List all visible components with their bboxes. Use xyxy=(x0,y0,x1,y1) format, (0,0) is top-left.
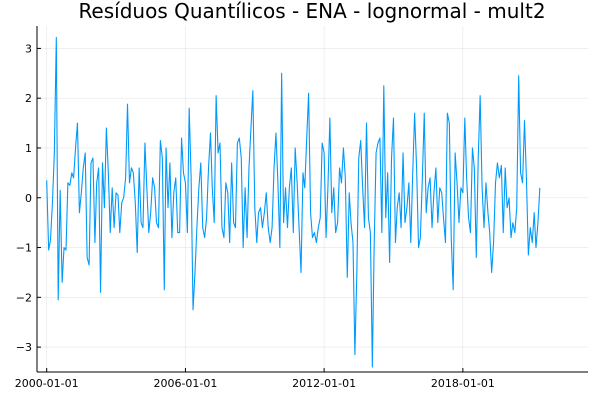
grid xyxy=(37,26,588,372)
axes xyxy=(36,26,588,373)
y-ticks: 3 2 1 0 −1 −2 −3 xyxy=(16,42,41,354)
y-tick-label: −3 xyxy=(16,341,32,354)
chart-title: Resíduos Quantílicos - ENA - lognormal -… xyxy=(78,0,545,23)
x-tick-label: 2012-01-01 xyxy=(292,377,356,390)
x-tick-label: 2018-01-01 xyxy=(431,377,495,390)
y-tick-label: 3 xyxy=(25,42,32,55)
y-tick-label: −2 xyxy=(16,291,32,304)
y-tick-label: 1 xyxy=(25,142,32,155)
y-tick-label: −1 xyxy=(16,242,32,255)
x-ticks: 2000-01-01 2006-01-01 2012-01-01 2018-01-01 xyxy=(15,368,495,390)
series-layer xyxy=(46,36,541,368)
y-tick-label: 0 xyxy=(25,192,32,205)
y-tick-label: 2 xyxy=(25,92,32,105)
series-line-0 xyxy=(46,36,541,368)
x-tick-label: 2006-01-01 xyxy=(153,377,217,390)
x-tick-label: 2000-01-01 xyxy=(15,377,79,390)
